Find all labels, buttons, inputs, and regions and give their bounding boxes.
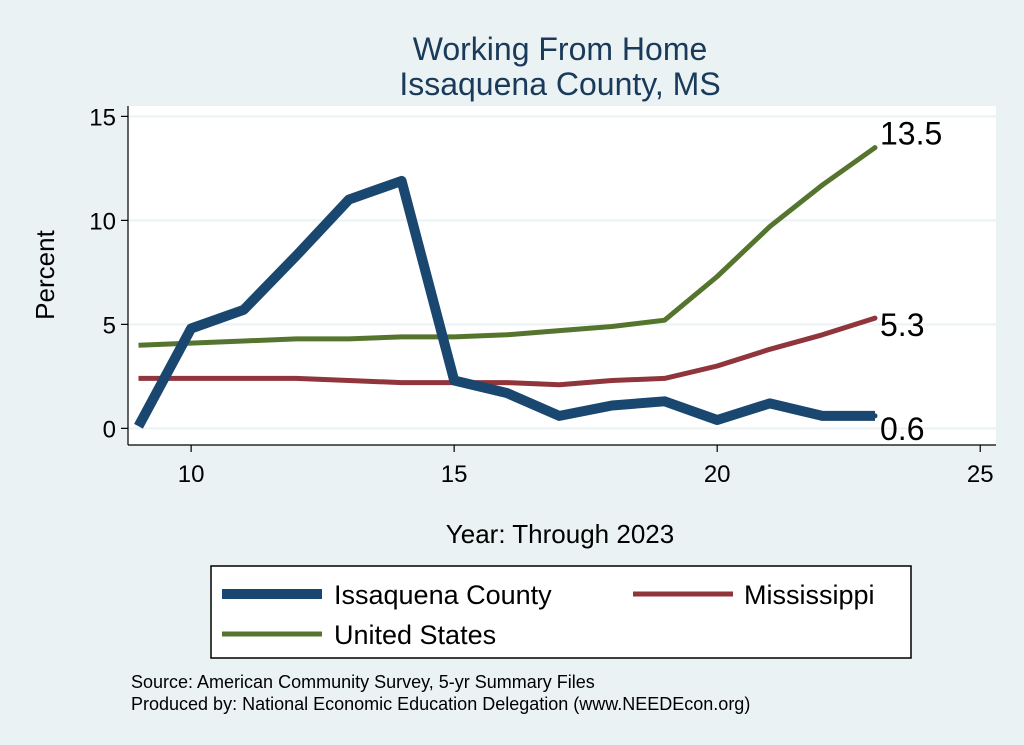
tick-label-y-5: 5	[103, 312, 116, 339]
legend-label-issaquena-county: Issaquena County	[334, 580, 552, 610]
tick-label-x-10: 10	[178, 461, 205, 488]
chart-subtitle: Issaquena County, MS	[399, 66, 720, 102]
legend: Issaquena County Mississippi United Stat…	[210, 565, 912, 659]
legend-box	[210, 565, 912, 659]
source-line-1: Source: American Community Survey, 5-yr …	[131, 672, 595, 692]
data-label-mississippi: 5.3	[880, 307, 924, 343]
series-line-issaquena-county	[134, 175, 875, 429]
series-line-mississippi	[138, 315, 876, 388]
tick-label-x-25: 25	[967, 461, 994, 488]
tick-label-x-15: 15	[441, 461, 468, 488]
data-label-united-states: 13.5	[880, 116, 942, 152]
x-axis-label: Year: Through 2023	[446, 519, 674, 549]
tick-label-y-10: 10	[89, 208, 116, 235]
tick-label-y-0: 0	[103, 416, 116, 443]
series-end-point-mississippi	[872, 315, 878, 321]
tick-label-x-20: 20	[704, 461, 731, 488]
tick-label-y-15: 15	[89, 104, 116, 131]
data-label-issaquena-county: 0.6	[880, 411, 924, 447]
source-line-2: Produced by: National Economic Education…	[131, 694, 750, 714]
legend-label-mississippi: Mississippi	[744, 580, 875, 610]
y-axis-label: Percent	[30, 229, 60, 319]
legend-label-united-states: United States	[334, 620, 496, 650]
chart-title: Working From Home	[413, 31, 708, 67]
series-end-point-issaquena-county	[872, 413, 878, 419]
plot-area: 0 5 10 15 10 15 20 25 0.6 5.3 13.5	[89, 104, 996, 488]
series-line-united-states	[138, 145, 877, 348]
series-end-point-united-states	[872, 145, 878, 151]
